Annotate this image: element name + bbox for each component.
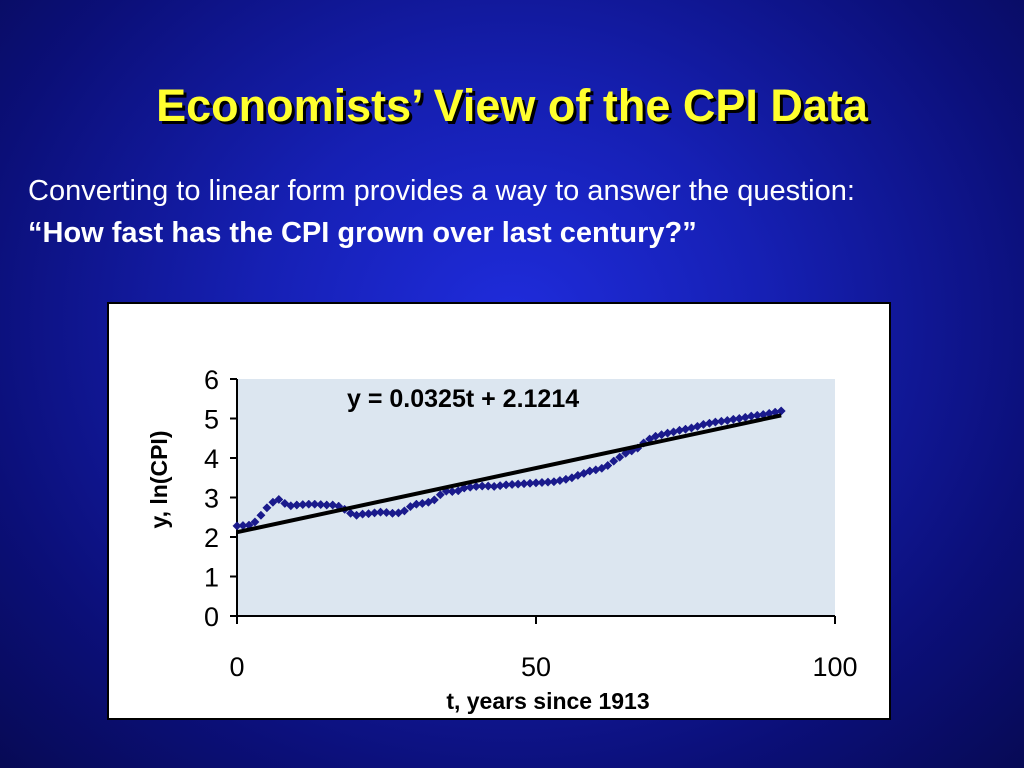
data-point <box>609 456 619 466</box>
data-point <box>375 507 386 517</box>
data-point <box>615 452 625 462</box>
data-point <box>483 481 493 491</box>
slide-body: Converting to linear form provides a way… <box>28 170 1008 254</box>
y-tick-label: 4 <box>204 444 219 474</box>
data-point <box>322 500 332 510</box>
x-tick-label: 50 <box>521 652 551 682</box>
data-point <box>399 506 409 516</box>
question-text: “How fast has the CPI grown over last ce… <box>28 217 697 249</box>
x-tick-label: 0 <box>229 652 244 682</box>
y-tick-label: 5 <box>204 405 219 435</box>
chart-frame: 0 1 2 3 4 5 6 0 50 100 y = 0.0325t + 2.1214 t, ye… <box>107 302 891 720</box>
data-point <box>274 494 284 505</box>
data-point <box>262 503 272 513</box>
data-point <box>256 510 266 520</box>
y-tick-label: 0 <box>204 602 219 632</box>
data-point <box>429 495 439 505</box>
intro-text: Converting to linear form provides a way… <box>28 175 855 207</box>
y-tick-label: 3 <box>204 484 219 514</box>
data-point <box>477 481 487 491</box>
data-point <box>250 517 260 527</box>
y-tick-label: 2 <box>204 523 219 553</box>
data-point <box>328 500 338 510</box>
data-point <box>381 507 392 518</box>
trendline <box>236 413 782 535</box>
trendline-equation: y = 0.0325t + 2.1214 <box>347 385 579 413</box>
data-point <box>310 499 320 509</box>
data-point <box>776 406 786 416</box>
x-axis-title: t, years since 1913 <box>446 688 649 714</box>
y-axis-title: y, ln(CPI) <box>146 431 172 529</box>
data-point <box>603 460 613 471</box>
slide-title: Economists’ View of the CPI Data <box>156 80 868 131</box>
x-tick-label: 100 <box>812 652 857 682</box>
y-tick-label: 1 <box>204 563 219 593</box>
data-point <box>304 499 314 509</box>
data-point <box>435 490 445 500</box>
cpi-chart: 0 1 2 3 4 5 6 0 50 100 y = 0.0325t + 2.1214 t, ye… <box>146 365 858 714</box>
data-point <box>316 500 326 510</box>
y-tick-label: 6 <box>204 365 219 395</box>
